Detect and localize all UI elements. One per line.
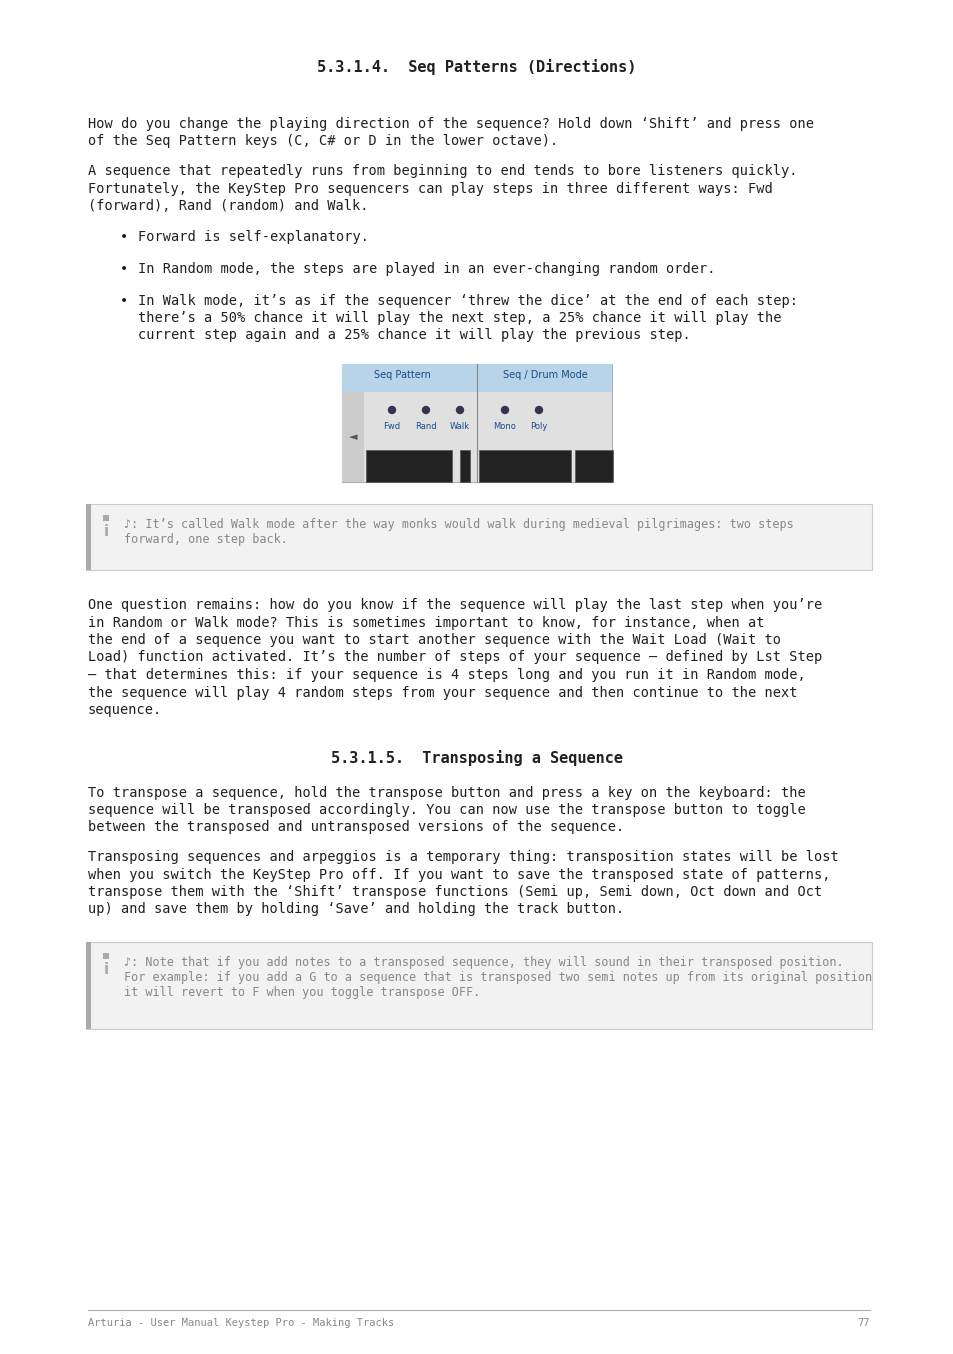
Text: it will revert to F when you toggle transpose OFF.: it will revert to F when you toggle tran… bbox=[124, 986, 479, 999]
Circle shape bbox=[388, 406, 395, 413]
Text: sequence.: sequence. bbox=[88, 703, 162, 718]
Text: i: i bbox=[103, 961, 109, 978]
Circle shape bbox=[456, 406, 463, 413]
Text: there’s a 50% chance it will play the next step, a 25% chance it will play the: there’s a 50% chance it will play the ne… bbox=[138, 311, 781, 325]
Text: current step again and a 25% chance it will play the previous step.: current step again and a 25% chance it w… bbox=[138, 329, 690, 343]
Text: 77: 77 bbox=[857, 1317, 869, 1328]
Text: forward, one step back.: forward, one step back. bbox=[124, 533, 288, 546]
Circle shape bbox=[422, 406, 429, 413]
Text: Rand: Rand bbox=[415, 422, 436, 431]
Bar bbox=[478, 450, 571, 482]
Text: Fortunately, the KeyStep Pro sequencers can play steps in three different ways: : Fortunately, the KeyStep Pro sequencers … bbox=[88, 181, 772, 195]
Bar bbox=[366, 450, 452, 482]
Bar bbox=[86, 942, 871, 1029]
Text: up) and save them by holding ‘Save’ and holding the track button.: up) and save them by holding ‘Save’ and … bbox=[88, 903, 623, 917]
Text: Mono: Mono bbox=[493, 422, 516, 431]
Text: Fwd: Fwd bbox=[383, 422, 400, 431]
Text: ◄: ◄ bbox=[349, 432, 356, 441]
Text: Transposing sequences and arpeggios is a temporary thing: transposition states w: Transposing sequences and arpeggios is a… bbox=[88, 850, 838, 864]
Text: One question remains: how do you know if the sequence will play the last step wh: One question remains: how do you know if… bbox=[88, 598, 821, 612]
Text: ♪: It’s called Walk mode after the way monks would walk during medieval pilgrima: ♪: It’s called Walk mode after the way m… bbox=[124, 519, 793, 531]
Bar bbox=[575, 450, 613, 482]
Text: between the transposed and untransposed versions of the sequence.: between the transposed and untransposed … bbox=[88, 821, 623, 834]
Text: (forward), Rand (random) and Walk.: (forward), Rand (random) and Walk. bbox=[88, 199, 368, 213]
Bar bbox=[341, 364, 612, 393]
Text: when you switch the KeyStep Pro off. If you want to save the transposed state of: when you switch the KeyStep Pro off. If … bbox=[88, 868, 830, 881]
Bar bbox=[103, 515, 109, 521]
Bar bbox=[86, 504, 91, 570]
Text: For example: if you add a G to a sequence that is transposed two semi notes up f: For example: if you add a G to a sequenc… bbox=[124, 971, 871, 984]
Text: of the Seq Pattern keys (C, C# or D in the lower octave).: of the Seq Pattern keys (C, C# or D in t… bbox=[88, 134, 558, 149]
Text: transpose them with the ‘Shift’ transpose functions (Semi up, Semi down, Oct dow: transpose them with the ‘Shift’ transpos… bbox=[88, 886, 821, 899]
Bar bbox=[459, 450, 470, 482]
Text: Walk: Walk bbox=[450, 422, 470, 431]
Text: Forward is self-explanatory.: Forward is self-explanatory. bbox=[138, 230, 369, 245]
Bar bbox=[452, 450, 461, 482]
Bar bbox=[341, 364, 612, 482]
Text: Poly: Poly bbox=[530, 422, 547, 431]
Text: i: i bbox=[103, 524, 109, 539]
Text: A sequence that repeatedly runs from beginning to end tends to bore listeners qu: A sequence that repeatedly runs from beg… bbox=[88, 164, 797, 177]
Text: In Random mode, the steps are played in an ever-changing random order.: In Random mode, the steps are played in … bbox=[138, 263, 715, 276]
Text: Arturia - User Manual Keystep Pro - Making Tracks: Arturia - User Manual Keystep Pro - Maki… bbox=[88, 1317, 394, 1328]
Circle shape bbox=[501, 406, 508, 413]
Text: •: • bbox=[120, 294, 128, 307]
Bar bbox=[86, 942, 91, 1029]
Text: Seq Pattern: Seq Pattern bbox=[374, 370, 430, 380]
Text: 5.3.1.4.  Seq Patterns (Directions): 5.3.1.4. Seq Patterns (Directions) bbox=[317, 60, 636, 74]
Text: in Random or Walk mode? This is sometimes important to know, for instance, when : in Random or Walk mode? This is sometime… bbox=[88, 616, 763, 630]
Circle shape bbox=[535, 406, 542, 413]
Text: Seq / Drum Mode: Seq / Drum Mode bbox=[502, 370, 587, 380]
Text: •: • bbox=[120, 263, 128, 276]
Text: How do you change the playing direction of the sequence? Hold down ‘Shift’ and p: How do you change the playing direction … bbox=[88, 116, 813, 131]
Text: the end of a sequence you want to start another sequence with the Wait Load (Wai: the end of a sequence you want to start … bbox=[88, 634, 781, 647]
Text: sequence will be transposed accordingly. You can now use the transpose button to: sequence will be transposed accordingly.… bbox=[88, 803, 805, 816]
Text: Load) function activated. It’s the number of steps of your sequence – defined by: Load) function activated. It’s the numbe… bbox=[88, 650, 821, 665]
Text: the sequence will play 4 random steps from your sequence and then continue to th: the sequence will play 4 random steps fr… bbox=[88, 685, 797, 700]
Text: To transpose a sequence, hold the transpose button and press a key on the keyboa: To transpose a sequence, hold the transp… bbox=[88, 785, 805, 799]
Text: ♪: Note that if you add notes to a transposed sequence, they will sound in their: ♪: Note that if you add notes to a trans… bbox=[124, 956, 842, 969]
Bar bbox=[341, 393, 364, 482]
Bar bbox=[103, 953, 109, 959]
Text: – that determines this: if your sequence is 4 steps long and you run it in Rando: – that determines this: if your sequence… bbox=[88, 668, 805, 682]
Text: •: • bbox=[120, 230, 128, 245]
Text: 5.3.1.5.  Transposing a Sequence: 5.3.1.5. Transposing a Sequence bbox=[331, 750, 622, 766]
Bar bbox=[475, 450, 480, 482]
Bar bbox=[86, 504, 871, 570]
Text: In Walk mode, it’s as if the sequencer ‘threw the dice’ at the end of each step:: In Walk mode, it’s as if the sequencer ‘… bbox=[138, 294, 797, 307]
